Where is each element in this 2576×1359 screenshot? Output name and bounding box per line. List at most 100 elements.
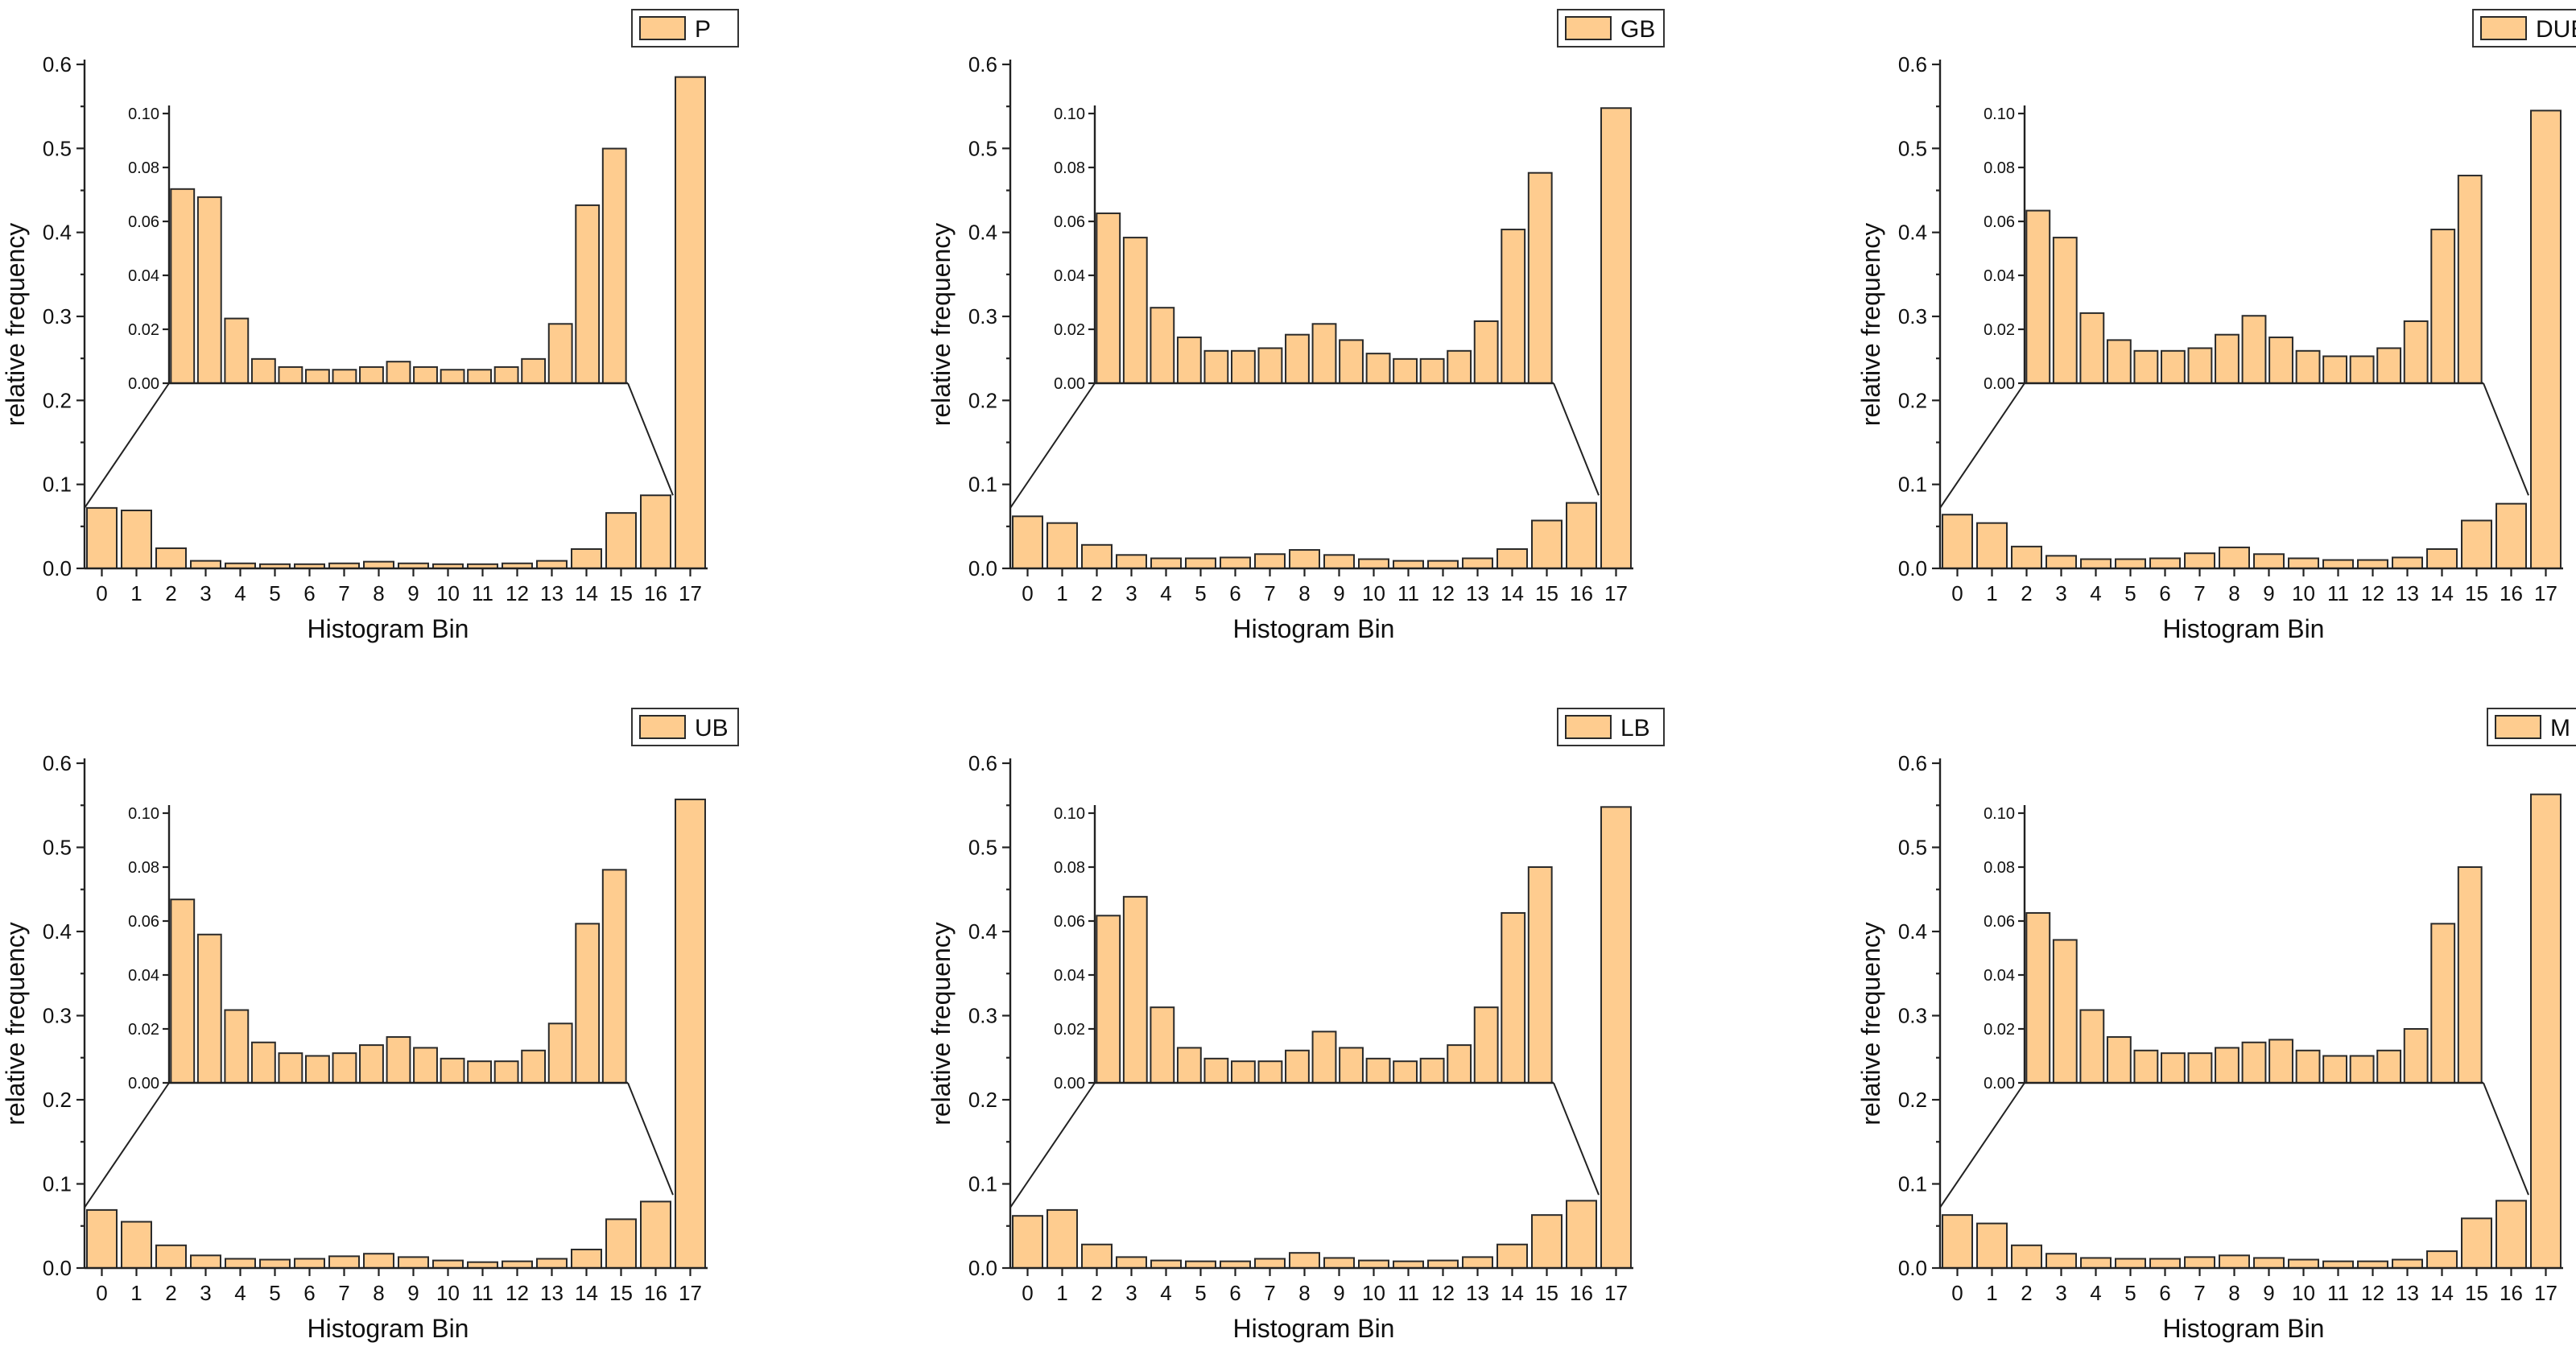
bar-12 bbox=[1427, 1259, 1459, 1269]
chart-panel-ub: 0.00.10.20.30.40.50.60 1 2 3 4 5 6 7 8 9 10 11 12 13 1… bbox=[1, 708, 739, 1343]
x-tick-label: 12 bbox=[2361, 1281, 2384, 1305]
inset-chart: 0.00 0.02 0.04 0.06 0.08 0.10 bbox=[128, 105, 628, 393]
inset-y-tick-label: 0.06 bbox=[128, 213, 159, 231]
inset-bar-5 bbox=[304, 369, 330, 384]
legend-label: GB bbox=[1620, 16, 1655, 43]
inset-bar-4 bbox=[2133, 1049, 2159, 1084]
x-tick-label: 10 bbox=[436, 1281, 460, 1305]
bar-17 bbox=[675, 76, 706, 569]
inset-y-tick-label: 0.02 bbox=[1054, 321, 1085, 339]
x-tick-label: 6 bbox=[2159, 581, 2170, 605]
inset-bar-5 bbox=[1230, 1060, 1256, 1084]
bar-10 bbox=[432, 1259, 464, 1269]
x-tick-label: 10 bbox=[2292, 581, 2315, 605]
inset-bar-10 bbox=[2295, 349, 2321, 384]
bar-2 bbox=[2011, 1244, 2042, 1270]
inset-bar-1 bbox=[196, 196, 222, 384]
inset-bar-5 bbox=[304, 1055, 330, 1084]
x-tick-label: 16 bbox=[1570, 581, 1593, 605]
bar-16 bbox=[1566, 502, 1597, 569]
chart-panel-m: 0.00.10.20.30.40.50.60 1 2 3 4 5 6 7 8 9 10 11 12 13 1… bbox=[1856, 708, 2576, 1343]
bar-1 bbox=[1976, 522, 2008, 569]
bar-11 bbox=[2322, 1260, 2354, 1270]
zoom-connector-right bbox=[1553, 1082, 1600, 1196]
bar-2 bbox=[2011, 545, 2042, 569]
bar-7 bbox=[1254, 553, 1286, 570]
x-tick-label: 17 bbox=[679, 581, 702, 605]
x-tick-label: 8 bbox=[373, 1281, 384, 1305]
x-tick-label: 3 bbox=[2055, 581, 2066, 605]
inset-bar-13 bbox=[2376, 1049, 2402, 1084]
x-tick-label: 15 bbox=[1535, 1281, 1558, 1305]
legend-label: DUB bbox=[2536, 16, 2576, 43]
x-tick-label: 14 bbox=[2430, 1281, 2454, 1305]
y-tick-label: 0.3 bbox=[1898, 304, 1927, 328]
x-tick-label: 5 bbox=[269, 1281, 280, 1305]
x-tick-label: 17 bbox=[2534, 1281, 2557, 1305]
inset-bar-16 bbox=[2457, 175, 2483, 385]
inset-bar-2 bbox=[1150, 307, 1175, 385]
x-tick-label: 1 bbox=[1986, 581, 1997, 605]
x-tick-label: 4 bbox=[234, 1281, 246, 1305]
x-tick-label: 14 bbox=[1501, 1281, 1524, 1305]
inset-y-tick-label: 0.00 bbox=[1984, 1075, 2015, 1093]
chart-panel-gb: 0.00.10.20.30.40.50.60 1 2 3 4 5 6 7 8 9 10 11 12 13 1… bbox=[927, 9, 1665, 643]
x-tick-label: 0 bbox=[1022, 581, 1033, 605]
inset-y-tick-label: 0.10 bbox=[128, 805, 159, 823]
inset-y-tick-label: 0.00 bbox=[1984, 375, 2015, 393]
bar-12 bbox=[2357, 1260, 2388, 1270]
y-tick-label: 0.1 bbox=[1898, 473, 1927, 497]
x-tick-label: 1 bbox=[1056, 1281, 1067, 1305]
bar-1 bbox=[121, 1221, 152, 1270]
bar-1 bbox=[1046, 522, 1078, 569]
x-tick-label: 8 bbox=[2228, 1281, 2240, 1305]
inset-bar-1 bbox=[2052, 939, 2078, 1084]
inset-bar-14 bbox=[2403, 1028, 2429, 1084]
inset-bar-10 bbox=[440, 1057, 465, 1084]
inset-bar-7 bbox=[359, 1044, 384, 1084]
bar-12 bbox=[502, 1260, 533, 1270]
x-tick-label: 0 bbox=[96, 581, 107, 605]
inset-y-tick-label: 0.02 bbox=[128, 1021, 159, 1039]
y-tick-label: 0.0 bbox=[43, 1256, 72, 1280]
inset-chart: 0.00 0.02 0.04 0.06 0.08 0.10 bbox=[128, 805, 628, 1093]
bar-9 bbox=[2253, 553, 2285, 570]
bar-9 bbox=[398, 1256, 429, 1270]
y-axis-title: relative frequency bbox=[1, 922, 30, 1126]
chart-panel-p: 0.00.10.20.30.40.50.60 1 2 3 4 5 6 7 8 9 10 11 12 13 1… bbox=[1, 9, 739, 643]
x-tick-label: 1 bbox=[130, 1281, 142, 1305]
bar-0 bbox=[1012, 515, 1043, 569]
inset-bar-2 bbox=[224, 317, 250, 385]
inset-bar-16 bbox=[601, 147, 627, 385]
x-tick-label: 14 bbox=[575, 581, 598, 605]
bar-2 bbox=[1081, 543, 1113, 569]
x-tick-label: 2 bbox=[165, 1281, 176, 1305]
y-tick-label: 0.5 bbox=[968, 136, 997, 160]
inset-y-tick-label: 0.08 bbox=[1054, 159, 1085, 177]
x-tick-label: 15 bbox=[609, 581, 633, 605]
inset-bar-16 bbox=[1527, 866, 1553, 1084]
x-tick-label: 16 bbox=[2500, 1281, 2523, 1305]
bar-10 bbox=[1358, 558, 1389, 570]
y-tick-label: 0.6 bbox=[43, 751, 72, 775]
inset-bar-7 bbox=[2215, 333, 2240, 385]
y-tick-label: 0.3 bbox=[968, 304, 997, 328]
y-tick-label: 0.2 bbox=[43, 388, 72, 412]
x-tick-label: 17 bbox=[679, 1281, 702, 1305]
bar-15 bbox=[605, 1218, 637, 1270]
x-tick-label: 1 bbox=[1986, 1281, 1997, 1305]
y-tick-label: 0.1 bbox=[1898, 1172, 1927, 1196]
inset-chart: 0.00 0.02 0.04 0.06 0.08 0.10 bbox=[1054, 105, 1554, 393]
inset-chart: 0.00 0.02 0.04 0.06 0.08 0.10 bbox=[1984, 805, 2483, 1093]
bar-2 bbox=[155, 547, 187, 570]
inset-bar-12 bbox=[1419, 1057, 1445, 1084]
x-tick-label: 5 bbox=[269, 581, 280, 605]
inset-y-tick-label: 0.10 bbox=[1984, 805, 2015, 823]
bar-10 bbox=[2288, 557, 2319, 569]
inset-bar-1 bbox=[2052, 237, 2078, 384]
inset-bar-8 bbox=[2241, 315, 2267, 384]
inset-bar-12 bbox=[2349, 355, 2375, 384]
x-tick-label: 13 bbox=[2396, 581, 2419, 605]
y-tick-label: 0.0 bbox=[968, 1256, 997, 1280]
inset-bar-12 bbox=[493, 366, 519, 384]
